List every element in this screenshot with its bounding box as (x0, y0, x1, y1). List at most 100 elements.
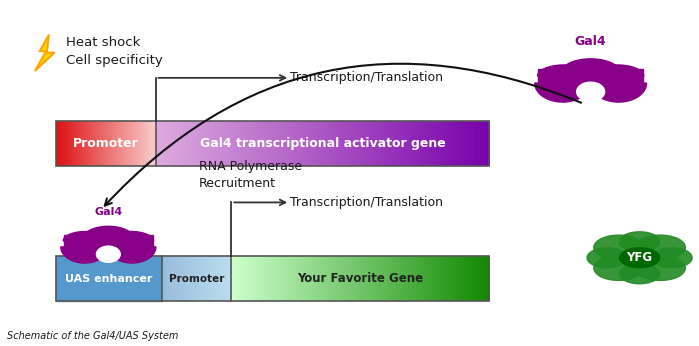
Bar (210, 256, 211, 301)
Bar (117, 121, 118, 166)
Bar (253, 256, 256, 301)
Polygon shape (108, 231, 154, 241)
Bar (217, 256, 218, 301)
Bar (275, 256, 278, 301)
Bar (472, 256, 475, 301)
Bar (485, 256, 488, 301)
Bar (401, 256, 404, 301)
Bar (308, 121, 312, 166)
Bar (208, 256, 210, 301)
Bar (281, 121, 284, 166)
Bar (154, 121, 157, 166)
Bar (147, 121, 148, 166)
Bar (428, 121, 431, 166)
Bar (60, 121, 62, 166)
Bar (395, 121, 398, 166)
Bar (140, 121, 142, 166)
Bar (179, 256, 180, 301)
Bar (229, 256, 231, 301)
Bar (226, 256, 228, 301)
Bar (186, 121, 189, 166)
Bar (453, 121, 456, 166)
Bar (175, 256, 177, 301)
Bar (365, 256, 368, 301)
Bar (190, 256, 192, 301)
Bar (134, 121, 136, 166)
Bar (463, 256, 466, 301)
Bar (337, 256, 340, 301)
Bar (431, 256, 434, 301)
Bar (473, 121, 476, 166)
Bar (210, 256, 211, 301)
Bar (203, 256, 205, 301)
Bar (270, 256, 273, 301)
Bar (62, 121, 64, 166)
Bar (203, 121, 206, 166)
Bar (375, 121, 379, 166)
Bar (364, 121, 368, 166)
Bar (183, 121, 187, 166)
Bar (197, 256, 199, 301)
Bar (264, 121, 268, 166)
Bar (87, 121, 88, 166)
Bar (145, 121, 146, 166)
Bar (113, 121, 114, 166)
Bar (183, 256, 185, 301)
Bar (222, 256, 223, 301)
Bar (240, 256, 243, 301)
Bar (69, 121, 71, 166)
Bar (466, 256, 468, 301)
Bar (294, 256, 296, 301)
Bar (108, 121, 110, 166)
Bar (164, 121, 168, 166)
Bar (331, 121, 334, 166)
Bar (194, 256, 196, 301)
Bar (203, 256, 204, 301)
Bar (182, 256, 183, 301)
Bar (399, 256, 402, 301)
Bar (163, 256, 164, 301)
Bar (230, 256, 231, 301)
Bar (143, 121, 144, 166)
Bar (76, 121, 78, 166)
Bar (148, 121, 150, 166)
Bar (305, 121, 309, 166)
Polygon shape (535, 83, 591, 102)
Bar (427, 256, 430, 301)
Bar (249, 256, 252, 301)
Ellipse shape (619, 232, 660, 252)
Bar (420, 121, 424, 166)
Bar (197, 256, 198, 301)
Bar (239, 121, 243, 166)
Bar (339, 121, 343, 166)
Bar (66, 121, 69, 166)
Bar (192, 256, 194, 301)
Bar (168, 256, 170, 301)
Bar (347, 121, 351, 166)
Bar (442, 121, 445, 166)
Bar (315, 256, 318, 301)
Bar (114, 121, 115, 166)
Bar (57, 121, 58, 166)
Bar (438, 256, 440, 301)
Bar (487, 121, 490, 166)
Bar (273, 256, 275, 301)
Bar (166, 256, 168, 301)
Bar (353, 121, 356, 166)
Ellipse shape (587, 248, 628, 268)
Bar (143, 121, 145, 166)
Bar (122, 121, 124, 166)
Bar (192, 256, 193, 301)
Bar (287, 121, 290, 166)
Bar (406, 121, 410, 166)
Bar (198, 256, 199, 301)
Bar (213, 256, 214, 301)
Bar (193, 256, 194, 301)
Bar (356, 121, 359, 166)
Bar (168, 256, 169, 301)
Bar (392, 121, 396, 166)
Bar (210, 256, 212, 301)
Bar (123, 121, 124, 166)
Bar (401, 121, 404, 166)
Bar (186, 256, 187, 301)
